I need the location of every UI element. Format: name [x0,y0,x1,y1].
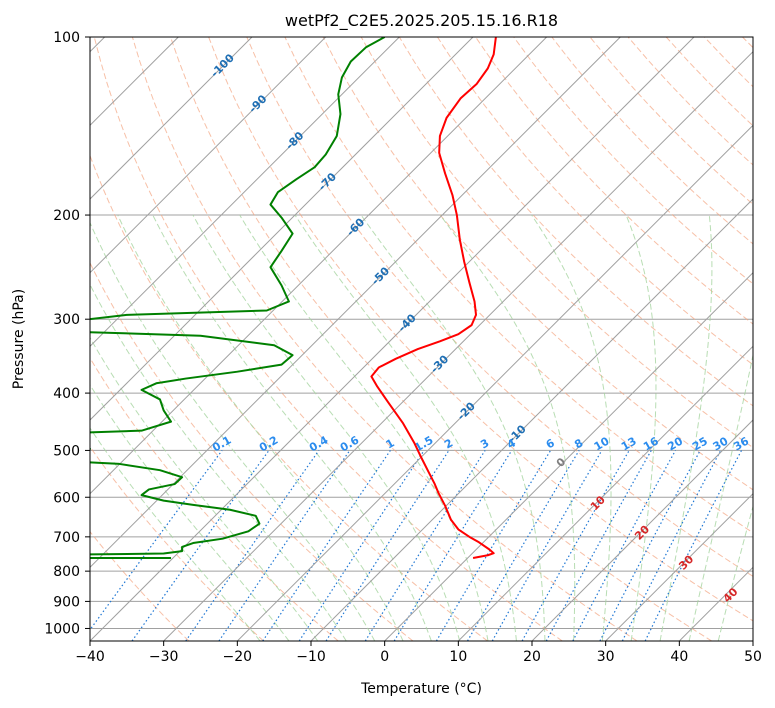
dry-adiabat-line [90,445,264,641]
x-tick-label: 30 [597,649,615,665]
dry-adiabat-line [246,37,753,577]
mixing-ratio-line [90,450,223,631]
mixing-ratio-line [644,450,743,641]
mixing-ratio-line [393,450,513,641]
isotherms [90,37,753,641]
y-tick-label: 400 [53,386,80,402]
axes-frame [89,36,754,642]
dry-adiabat-line [284,37,753,534]
dry-adiabat-line [90,357,339,641]
moist-adiabat-line [360,214,546,641]
dry-adiabat-line [360,37,753,449]
dry-adiabat-line [513,37,753,285]
x-axis-label: Temperature (°C) [360,681,482,697]
profile-series [90,37,497,559]
chart-title: wetPf2_C2E5.2025.205.15.16.R18 [285,11,558,31]
moist-adiabat-line [117,214,404,641]
mixing-ratio-line [572,450,677,641]
dry-adiabat-line [208,37,753,622]
mixing-ratio-line [621,450,722,641]
moist-adiabat-line [625,214,657,641]
y-tick-label: 900 [53,594,80,610]
x-tick-label: 10 [449,649,467,665]
moist-adiabat-line [90,283,347,641]
plot-area: -100-90-80-70-60-50-40-30-20-100.1 0.2 0.4… [90,37,753,641]
x-tick-label: −30 [149,649,179,665]
dry-adiabat-line [170,37,713,641]
isotherm-line [310,198,753,641]
isotherm-line [457,345,753,641]
moist-adiabat-line [688,352,753,641]
moist-adiabat-line [192,214,461,641]
isotherm-line [90,37,621,569]
mixing-ratio-lines [90,450,743,641]
x-tick-label: 20 [523,649,541,665]
y-tick-label: 700 [53,530,80,546]
y-axis-ticks: 100 200 300 400 500 600 700 800 900 1000 [44,30,90,637]
y-tick-label: 300 [53,312,80,328]
y-tick-label: 1000 [44,621,80,637]
dry-adiabat-line [437,37,753,366]
isotherm-line [90,37,474,421]
mixing-ratio-line [521,450,630,641]
moist-adiabat-line [294,214,517,641]
pressure-gridlines [90,37,753,629]
dry-adiabat-line [90,154,488,641]
dry-adiabat-line [93,37,563,641]
dewpoint-profile-line [90,37,386,559]
isotherm-line [90,37,400,348]
isotherm-line [605,492,753,641]
moist-adiabat-line [531,214,612,641]
isotherm-line [90,37,695,641]
isotherm-line [90,37,327,274]
dry-adiabat-line [398,37,753,407]
x-tick-label: 40 [670,649,688,665]
mixing-ratio-line [218,450,351,641]
dry-adiabat-line [90,530,190,641]
isotherm-line [90,37,253,200]
y-tick-label: 500 [53,443,80,459]
y-tick-label: 600 [53,490,80,506]
isotherm-line [90,37,548,495]
y-tick-label: 800 [53,564,80,580]
x-tick-label: −20 [223,649,253,665]
x-tick-label: −40 [75,649,105,665]
isotherm-line [384,271,753,641]
isotherm-line [236,124,753,641]
moist-adiabat-line [152,214,432,641]
mixing-ratio-line [325,450,450,641]
isotherm-line [531,419,753,641]
y-tick-label: 100 [53,30,80,46]
x-tick-label: −10 [296,649,326,665]
y-tick-label: 200 [53,208,80,224]
moist-adiabat-line [659,214,713,641]
x-axis-ticks: −40 −30 −20 −10 0 10 20 30 40 50 [75,641,762,665]
mixing-ratio-line [545,450,652,641]
x-tick-label: 0 [380,649,389,665]
mixing-ratio-line [298,450,425,641]
moist-adiabat-line [90,336,319,641]
x-tick-label: 50 [744,649,762,665]
isotherm-line [163,50,753,641]
moist-adiabat-line [90,427,261,641]
mixing-ratio-line [262,450,391,641]
y-axis-label: Pressure (hPa) [11,289,27,389]
moist-adiabat-line [439,214,576,641]
dry-adiabat-line [131,37,638,641]
temperature-profile-line [370,37,497,559]
mixing-ratio-line [185,450,320,641]
moist-adiabat-line [90,221,376,641]
